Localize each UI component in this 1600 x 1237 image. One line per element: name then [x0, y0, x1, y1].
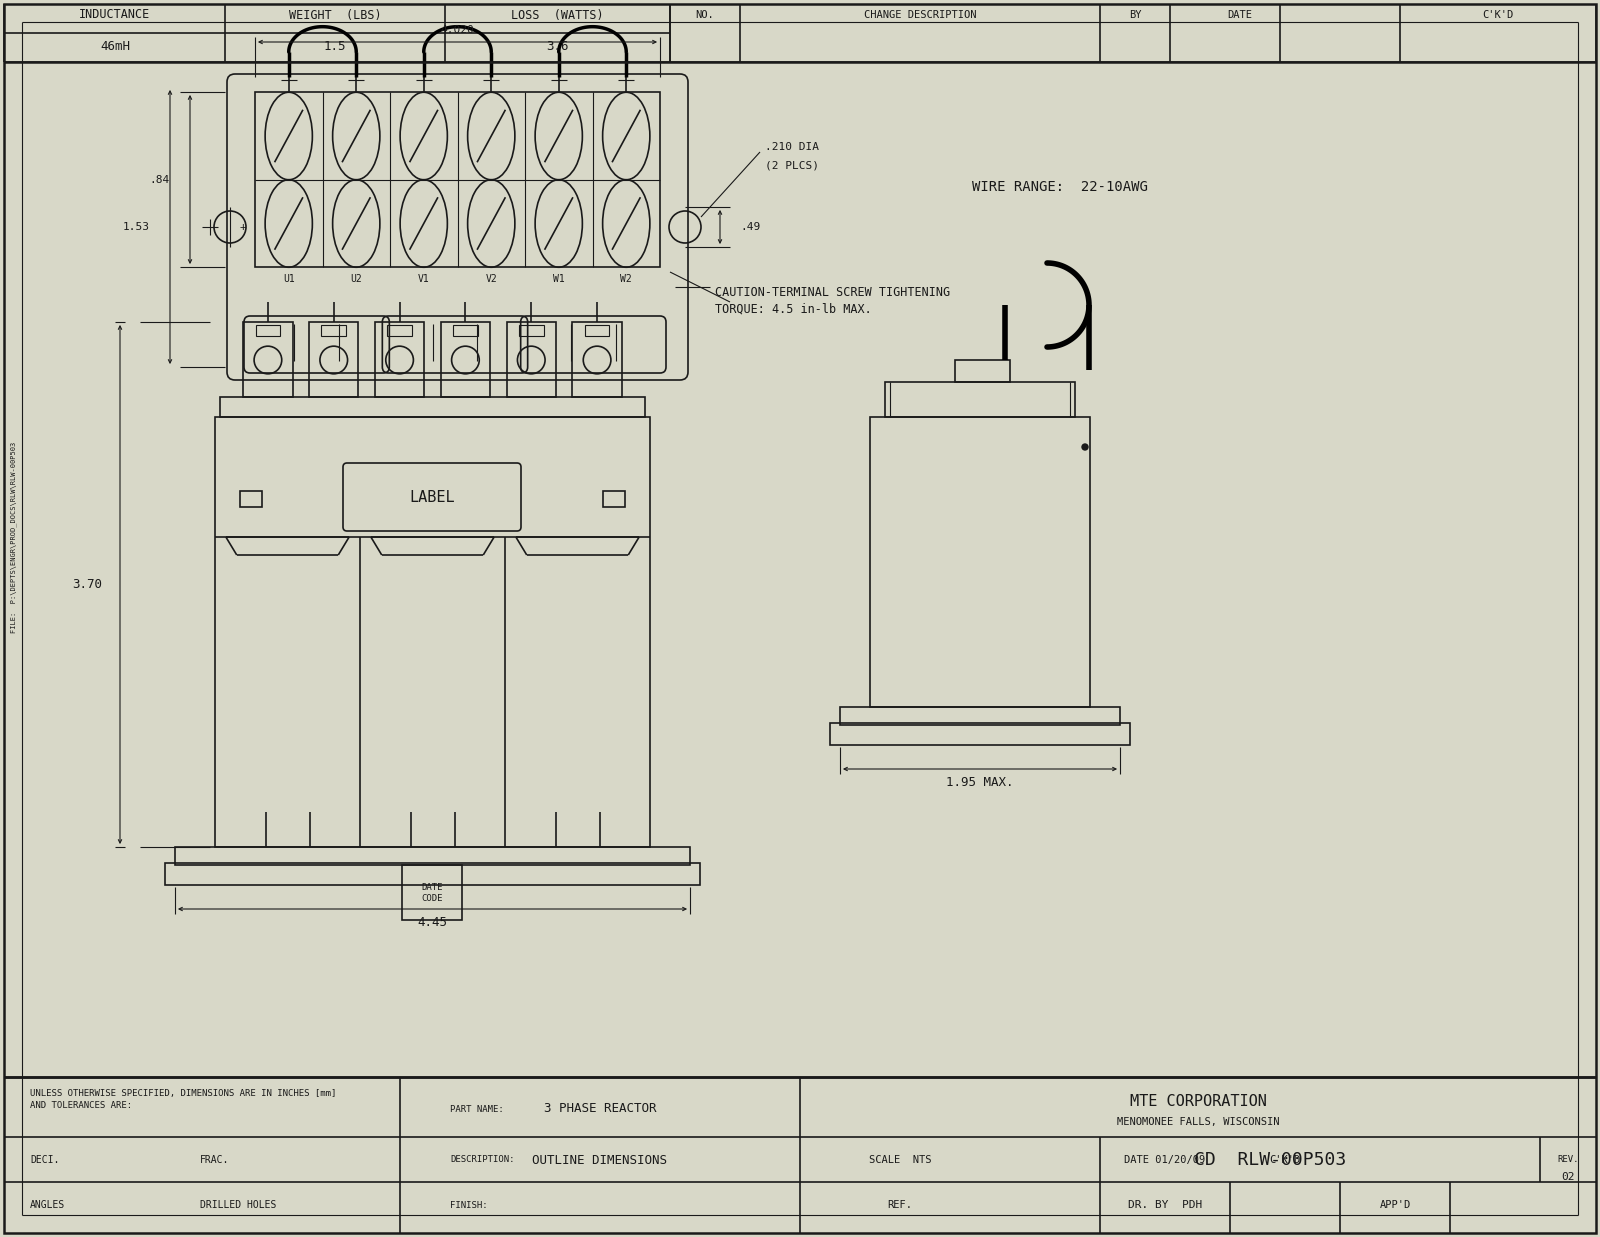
Text: .84: .84 — [150, 174, 170, 186]
Bar — [214, 417, 650, 847]
Text: 3 PHASE REACTOR: 3 PHASE REACTOR — [544, 1102, 656, 1116]
Text: PART NAME:: PART NAME: — [450, 1105, 504, 1113]
Bar — [374, 322, 424, 397]
Bar — [221, 397, 645, 417]
Bar — [507, 322, 555, 397]
Bar — [254, 92, 661, 267]
Bar — [584, 325, 610, 336]
Bar — [402, 865, 462, 920]
Text: 3.6: 3.6 — [546, 41, 568, 53]
Text: FRAC.: FRAC. — [200, 1155, 229, 1165]
Text: .210 DIA: .210 DIA — [765, 142, 819, 152]
Bar — [322, 325, 346, 336]
Text: W1: W1 — [554, 275, 565, 285]
Bar — [885, 382, 1075, 417]
Text: DATE: DATE — [1227, 10, 1253, 20]
Text: DATE 01/20/09: DATE 01/20/09 — [1125, 1155, 1206, 1165]
Bar — [453, 325, 478, 336]
Text: 02: 02 — [1562, 1171, 1574, 1183]
Text: 1.53: 1.53 — [123, 221, 150, 233]
Text: 1.5: 1.5 — [323, 41, 346, 53]
Bar — [518, 325, 544, 336]
Text: SCALE  NTS: SCALE NTS — [869, 1155, 931, 1165]
Bar — [603, 491, 626, 507]
Text: APP'D: APP'D — [1379, 1200, 1411, 1210]
Text: U1: U1 — [283, 275, 294, 285]
Text: 46mH: 46mH — [99, 41, 130, 53]
Text: CAUTION-TERMINAL SCREW TIGHTENING: CAUTION-TERMINAL SCREW TIGHTENING — [715, 286, 950, 298]
Text: AND TOLERANCES ARE:: AND TOLERANCES ARE: — [30, 1101, 133, 1110]
Text: REF.: REF. — [888, 1200, 912, 1210]
Text: MTE CORPORATION: MTE CORPORATION — [1130, 1095, 1267, 1110]
Text: BY: BY — [1128, 10, 1141, 20]
Bar — [174, 847, 690, 865]
Text: LOSS  (WATTS): LOSS (WATTS) — [510, 9, 603, 21]
Text: 4.020: 4.020 — [440, 25, 474, 35]
Text: +: + — [240, 221, 246, 233]
Text: DATE
CODE: DATE CODE — [421, 883, 443, 903]
Text: V1: V1 — [418, 275, 430, 285]
Bar — [240, 491, 262, 507]
Text: C'K'D: C'K'D — [1482, 10, 1514, 20]
Text: DRILLED HOLES: DRILLED HOLES — [200, 1200, 277, 1210]
Bar — [256, 325, 280, 336]
Bar — [840, 708, 1120, 725]
Text: NO.: NO. — [696, 10, 714, 20]
Bar — [165, 863, 701, 884]
Text: MENOMONEE FALLS, WISCONSIN: MENOMONEE FALLS, WISCONSIN — [1117, 1117, 1280, 1127]
Circle shape — [1082, 444, 1088, 450]
Bar — [440, 322, 490, 397]
Bar — [573, 322, 622, 397]
Text: UNLESS OTHERWISE SPECIFIED, DIMENSIONS ARE IN INCHES [mm]: UNLESS OTHERWISE SPECIFIED, DIMENSIONS A… — [30, 1089, 336, 1098]
Text: DESCRIPTION:: DESCRIPTION: — [450, 1155, 515, 1164]
Text: OUTLINE DIMENSIONS: OUTLINE DIMENSIONS — [533, 1153, 667, 1166]
Bar — [243, 322, 293, 397]
Text: 1.95 MAX.: 1.95 MAX. — [946, 777, 1014, 789]
Text: TORQUE: 4.5 in-lb MAX.: TORQUE: 4.5 in-lb MAX. — [715, 303, 872, 315]
Bar — [309, 322, 358, 397]
Bar — [387, 325, 411, 336]
Text: FILE:  P:\DEPTS\ENGR\PROD_DOCS\RLW\RLW-00P503: FILE: P:\DEPTS\ENGR\PROD_DOCS\RLW\RLW-00… — [11, 442, 18, 632]
Text: V2: V2 — [485, 275, 498, 285]
Text: (2 PLCS): (2 PLCS) — [765, 160, 819, 169]
Text: U2: U2 — [350, 275, 362, 285]
Text: DECI.: DECI. — [30, 1155, 59, 1165]
Text: CHANGE DESCRIPTION: CHANGE DESCRIPTION — [864, 10, 976, 20]
Text: C'K'D: C'K'D — [1269, 1155, 1301, 1165]
Text: REV.: REV. — [1557, 1155, 1579, 1164]
Text: INDUCTANCE: INDUCTANCE — [80, 9, 150, 21]
Text: WEIGHT  (LBS): WEIGHT (LBS) — [288, 9, 381, 21]
Text: 3.70: 3.70 — [72, 579, 102, 591]
Bar — [955, 360, 1010, 382]
Bar — [830, 722, 1130, 745]
Text: ANGLES: ANGLES — [30, 1200, 66, 1210]
Text: W2: W2 — [621, 275, 632, 285]
Text: CD  RLW-00P503: CD RLW-00P503 — [1194, 1150, 1346, 1169]
Text: DR. BY  PDH: DR. BY PDH — [1128, 1200, 1202, 1210]
Text: 4.45: 4.45 — [418, 917, 446, 929]
Bar — [870, 417, 1090, 708]
Text: FINISH:: FINISH: — [450, 1200, 488, 1210]
Text: .49: .49 — [739, 221, 760, 233]
Text: LABEL: LABEL — [410, 490, 454, 505]
Text: WIRE RANGE:  22-10AWG: WIRE RANGE: 22-10AWG — [973, 181, 1147, 194]
